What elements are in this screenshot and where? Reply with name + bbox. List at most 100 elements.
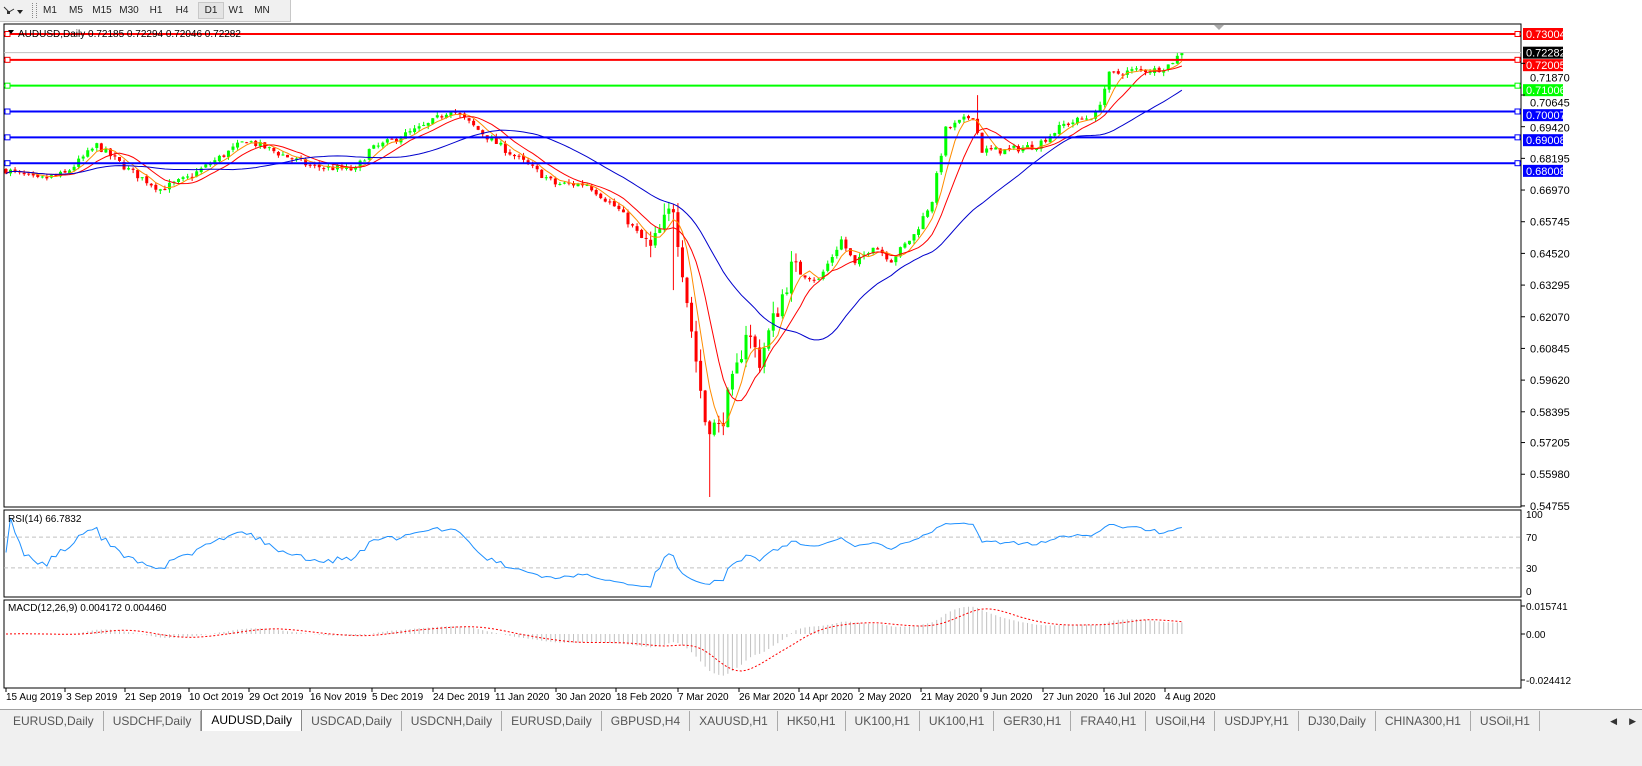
candle	[680, 240, 684, 283]
date-tick-label: 26 Mar 2020	[739, 692, 796, 703]
chart-tab[interactable]: GBPUSD,H4	[602, 711, 691, 731]
candle	[553, 176, 557, 188]
timeframe-h1[interactable]: H1	[149, 5, 163, 16]
timeframe-m5[interactable]: M5	[69, 5, 83, 16]
candle	[27, 173, 31, 176]
candle	[821, 269, 825, 281]
date-tick-label: 16 Nov 2019	[310, 692, 367, 703]
candle	[508, 149, 512, 156]
timeframe-d1[interactable]: D1	[198, 2, 224, 19]
chart-tab[interactable]: EURUSD,Daily	[502, 711, 602, 731]
candle	[1066, 122, 1070, 127]
chart-shift-marker[interactable]	[1214, 25, 1224, 30]
macd-tick-label: -0.024412	[1526, 676, 1571, 687]
candle	[254, 139, 258, 148]
candle	[917, 226, 921, 238]
rsi-line	[5, 517, 1182, 588]
candle	[236, 139, 240, 150]
level-price-box	[1523, 84, 1563, 97]
candle	[1007, 145, 1011, 152]
chart-tab[interactable]: CHINA300,H1	[1376, 711, 1471, 731]
macd-pane	[3, 599, 1522, 689]
horizontal-level-line[interactable]	[4, 160, 1521, 167]
candle	[1085, 115, 1089, 120]
candle	[826, 260, 830, 273]
candle	[608, 198, 612, 205]
timeframe-mn[interactable]: MN	[254, 5, 270, 16]
candle	[1062, 120, 1066, 129]
candle	[1134, 66, 1138, 72]
chart-tab[interactable]: USOil,H4	[1146, 711, 1216, 731]
chart-tab[interactable]: DJ30,Daily	[1299, 711, 1376, 731]
price-axis: 0.73004 0.722820.720050.718700.710060.706…	[1521, 28, 1570, 513]
candle	[45, 173, 49, 181]
chart-tab[interactable]: FRA40,H1	[1071, 711, 1147, 731]
candle	[258, 139, 262, 149]
line-tools-icon[interactable]	[2, 3, 24, 19]
chart-window[interactable]: 0.73004 0.722820.720050.718700.710060.706…	[0, 0, 1642, 708]
horizontal-level-line[interactable]	[4, 134, 1521, 141]
candle	[966, 114, 970, 121]
level-price-label: 0.73004	[1526, 29, 1566, 41]
candle	[599, 192, 603, 200]
date-tick-label: 30 Jan 2020	[556, 692, 611, 703]
chart-tab[interactable]: AUDUSD,Daily	[201, 710, 303, 732]
chart-tab[interactable]: UK100,H1	[846, 711, 920, 731]
candle	[517, 153, 521, 160]
candle	[408, 128, 412, 135]
candle	[721, 412, 725, 436]
price-tick-label: 0.58395	[1530, 407, 1570, 419]
level-price-label: 0.70007	[1526, 110, 1566, 122]
candle	[512, 154, 516, 160]
candle	[712, 419, 716, 437]
candle	[240, 141, 244, 143]
candle	[617, 202, 621, 212]
chart-title: AUDUSD,Daily 0.72185 0.72294 0.72046 0.7…	[18, 29, 241, 40]
candle	[136, 169, 140, 182]
chart-tab[interactable]: EURUSD,Daily	[4, 711, 104, 731]
chart-tab[interactable]: XAUUSD,H1	[690, 711, 778, 731]
candle	[998, 148, 1002, 156]
candle	[699, 349, 703, 399]
rsi-tick-label: 30	[1526, 564, 1538, 575]
candle	[635, 223, 639, 234]
date-tick-label: 11 Jan 2020	[495, 692, 550, 703]
candle	[640, 228, 644, 239]
timeframe-w1[interactable]: W1	[228, 5, 244, 16]
candle	[549, 175, 553, 181]
price-tick-label: 0.57205	[1530, 438, 1570, 450]
chart-tab[interactable]: GER30,H1	[994, 711, 1072, 731]
date-tick-label: 15 Aug 2019	[6, 692, 63, 703]
candle	[685, 276, 689, 308]
timeframe-m1[interactable]: M1	[43, 5, 57, 16]
horizontal-level-line[interactable]	[4, 56, 1521, 63]
collapse-arrow-icon[interactable]	[8, 30, 14, 34]
candle	[86, 147, 90, 158]
horizontal-level-line[interactable]	[4, 82, 1521, 89]
horizontal-level-line[interactable]	[4, 31, 1521, 37]
chart-tab[interactable]: USDJPY,H1	[1215, 711, 1299, 731]
chart-tab[interactable]: UK100,H1	[920, 711, 995, 731]
timeframe-m15[interactable]: M15	[92, 5, 112, 16]
candle	[81, 154, 85, 162]
chart-tab[interactable]: USDCNH,Daily	[402, 711, 503, 731]
macd-tick-label: 0.00	[1526, 630, 1546, 641]
candle	[730, 370, 734, 396]
candle	[145, 174, 149, 186]
chart-tab[interactable]: USDCAD,Daily	[302, 711, 402, 731]
scroll-left-icon[interactable]: ◀	[1610, 715, 1618, 726]
timeframe-h4[interactable]: H4	[175, 5, 189, 16]
chart-tab[interactable]: HK50,H1	[778, 711, 846, 731]
candle	[1116, 68, 1120, 75]
horizontal-level-line[interactable]	[4, 108, 1521, 115]
candle	[177, 178, 181, 184]
scroll-right-icon[interactable]: ▶	[1629, 715, 1636, 726]
chart-tab[interactable]: USOil,H1	[1471, 711, 1540, 731]
candle	[1075, 116, 1079, 126]
price-tick-label: 0.59620	[1530, 375, 1570, 387]
toolbar-grip[interactable]	[32, 3, 37, 18]
candle	[494, 133, 498, 145]
candle	[780, 289, 784, 319]
timeframe-m30[interactable]: M30	[119, 5, 139, 16]
chart-tab[interactable]: USDCHF,Daily	[104, 711, 202, 731]
